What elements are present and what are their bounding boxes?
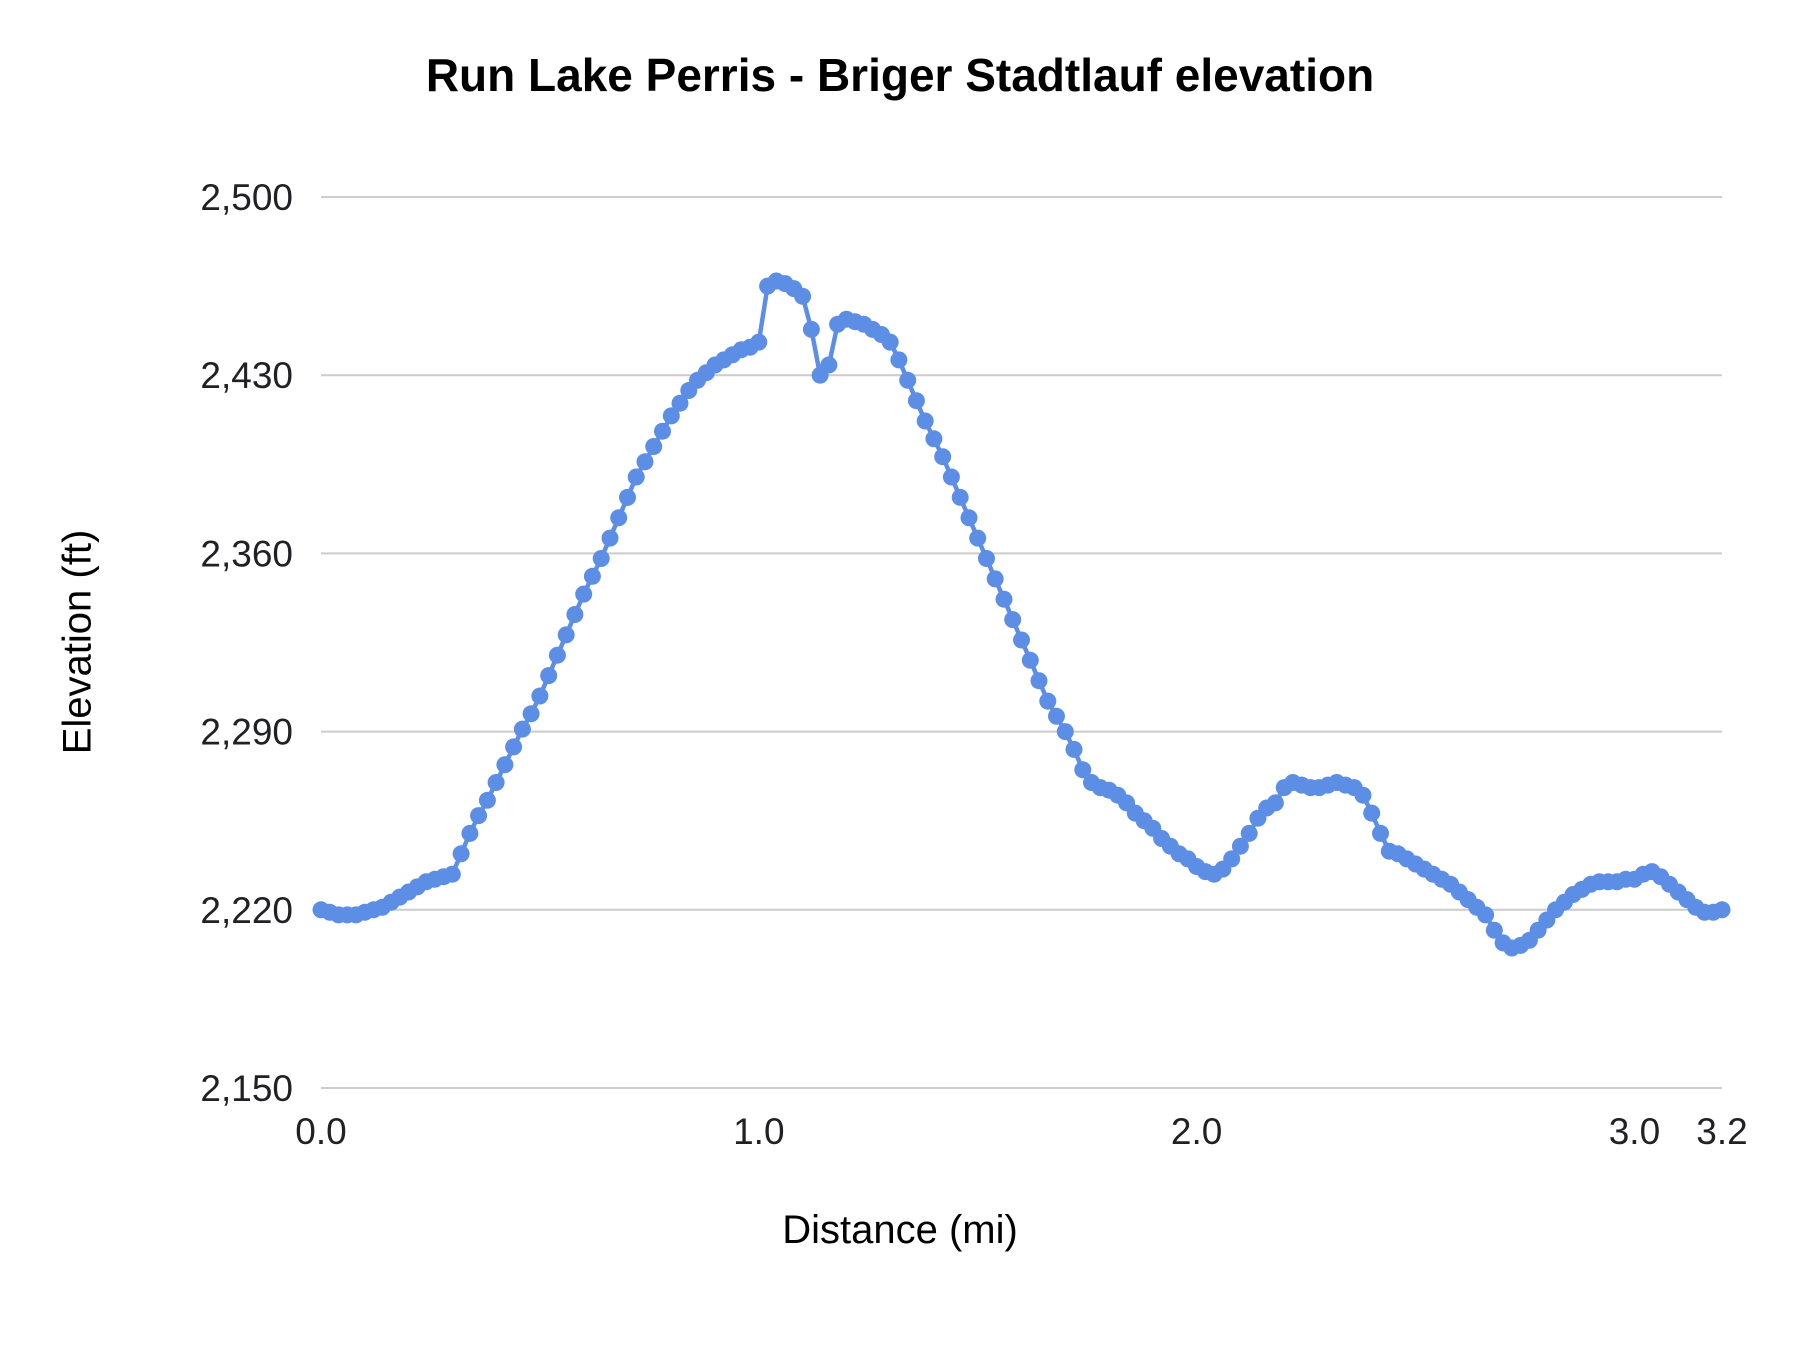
data-point-marker (566, 606, 584, 623)
data-point-marker (1363, 804, 1381, 822)
y-tick-label: 2,360 (200, 533, 293, 574)
data-point-marker (1240, 824, 1258, 842)
data-point-marker (513, 720, 531, 738)
data-point-marker (890, 351, 908, 369)
chart-title: Run Lake Perris - Briger Stadtlauf eleva… (425, 49, 1375, 101)
data-point-marker (1030, 672, 1048, 690)
x-tick-label: 1.0 (733, 1111, 784, 1152)
y-tick-label: 2,150 (200, 1068, 293, 1109)
x-tick-label: 3.0 (1609, 1111, 1660, 1152)
x-tick-label: 3.2 (1696, 1111, 1747, 1152)
data-point-marker (531, 687, 549, 705)
data-point-marker (636, 453, 654, 471)
data-point-marker (1065, 740, 1083, 758)
data-point-marker (452, 845, 470, 863)
data-point-marker (583, 567, 601, 585)
data-point-marker (478, 791, 496, 809)
data-point-marker (1048, 707, 1065, 725)
elevation-line (318, 278, 1725, 951)
x-tick-label: 0.0 (295, 1111, 346, 1152)
data-point-marker (548, 646, 566, 664)
data-point-marker (470, 807, 488, 825)
data-point-marker (627, 468, 645, 486)
data-point-marker (899, 371, 917, 389)
data-point-marker (505, 738, 523, 756)
y-tick-label: 2,220 (200, 890, 293, 931)
data-point-marker (443, 865, 461, 883)
data-point-marker (1021, 651, 1039, 669)
data-point-marker (1056, 723, 1074, 741)
data-point-marker (662, 407, 680, 425)
data-point-marker (750, 333, 768, 351)
data-point-marker (934, 448, 952, 466)
data-point-marker (496, 756, 514, 774)
y-tick-label: 2,430 (200, 355, 293, 396)
y-tick-label: 2,500 (200, 177, 293, 218)
data-point-marker (1372, 824, 1389, 842)
data-point-marker (881, 333, 899, 351)
data-point-marker (1713, 901, 1731, 919)
data-point-marker (969, 529, 987, 547)
data-point-marker (916, 412, 934, 430)
data-point-marker (978, 550, 995, 567)
x-axis-title: Distance (mi) (782, 1208, 1018, 1252)
data-point-marker (522, 705, 540, 723)
data-point-marker (802, 320, 820, 338)
x-tick-label: 2.0 (1171, 1111, 1222, 1152)
data-point-marker (645, 438, 663, 455)
data-point-marker (1231, 837, 1249, 855)
data-point-marker (907, 392, 925, 410)
data-point-marker (1004, 611, 1022, 629)
data-point-marker (995, 590, 1013, 608)
data-point-marker (487, 774, 505, 791)
data-point-marker (592, 550, 610, 567)
data-point-marker (1354, 786, 1372, 804)
data-point-marker (671, 394, 689, 412)
data-point-marker (654, 422, 671, 440)
data-point-marker (461, 824, 479, 842)
data-point-marker (575, 585, 593, 603)
data-point-marker (619, 488, 636, 506)
data-point-marker (1013, 631, 1030, 649)
data-point-marker (601, 529, 619, 547)
data-point-marker (1074, 761, 1092, 779)
data-point-marker (1039, 692, 1057, 710)
data-point-marker (986, 570, 1004, 588)
data-point-marker (951, 488, 969, 506)
data-point-marker (1266, 794, 1284, 812)
data-point-marker (794, 287, 812, 305)
data-point-marker (1223, 850, 1241, 868)
data-point-marker (1485, 921, 1503, 939)
data-point-marker (820, 356, 838, 374)
data-point-marker (557, 626, 575, 644)
data-point-marker (610, 509, 628, 527)
data-point-marker (540, 667, 558, 685)
data-point-marker (960, 509, 978, 527)
data-point-marker (1477, 906, 1495, 924)
data-point-marker (925, 430, 943, 448)
data-point-marker (942, 468, 960, 486)
y-tick-label: 2,290 (200, 712, 293, 753)
